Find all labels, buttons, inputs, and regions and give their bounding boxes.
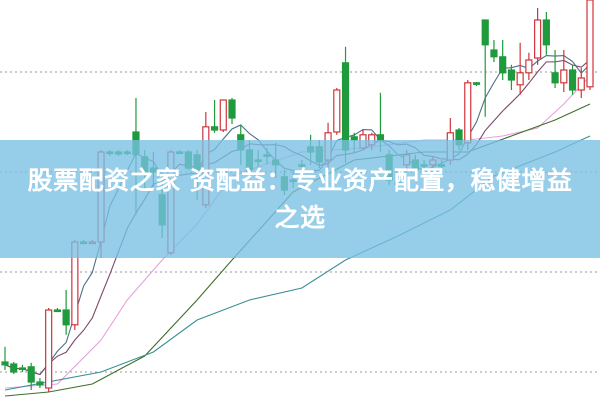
candle-down <box>551 72 559 84</box>
candle-up <box>534 19 542 59</box>
candle-down <box>53 309 61 313</box>
candle-up <box>464 82 472 144</box>
candle-up <box>586 0 594 88</box>
candle-down <box>472 82 481 85</box>
candle-up <box>525 59 533 74</box>
candle-down <box>507 69 516 81</box>
candle-down <box>36 381 44 386</box>
candle-down <box>228 99 236 119</box>
candle-up <box>560 69 568 84</box>
candle-down <box>18 367 27 371</box>
candle-down <box>10 363 18 373</box>
candle-down <box>542 19 550 46</box>
candle-down <box>210 126 219 131</box>
candle-up <box>516 72 524 86</box>
candle-up <box>577 77 585 91</box>
candle-up <box>333 89 341 133</box>
candle-down <box>27 366 35 383</box>
candle-down <box>568 69 577 91</box>
candle-down <box>62 309 70 326</box>
candle-down <box>1 361 9 366</box>
candle-up <box>219 99 227 131</box>
title-text: 股票配资之家 资配益：专业资产配置，稳健增益之选 <box>27 166 573 232</box>
candle-up <box>45 309 53 389</box>
candle-down <box>490 49 498 58</box>
candle-down <box>499 56 507 74</box>
candle-down <box>341 62 350 151</box>
title-banner: 股票配资之家 资配益：专业资产配置，稳健增益之选 <box>0 140 600 258</box>
candle-down <box>481 19 489 46</box>
